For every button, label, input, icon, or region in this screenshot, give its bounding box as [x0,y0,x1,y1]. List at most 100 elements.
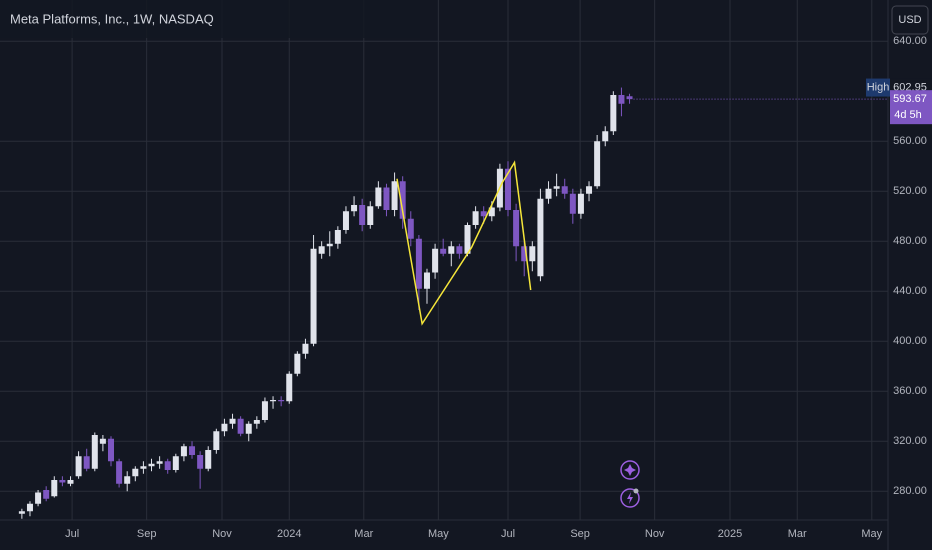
title-backdrop [0,0,420,38]
last-price: 593.67 [893,93,927,105]
candle-body [26,503,33,512]
x-tick-label: Sep [570,528,590,540]
x-tick-label: 2025 [718,528,742,540]
candle-body [561,186,568,194]
candle-body [610,95,617,132]
candle-body [180,446,187,457]
y-tick-label: 560.00 [893,135,927,147]
candle-body [35,492,42,504]
candle-body [245,423,252,434]
x-tick-label: Nov [645,528,665,540]
candle-body [521,246,528,262]
candle-body [586,186,593,194]
candle-body [537,198,544,277]
candle-body [545,188,552,199]
candle-body [140,466,147,469]
y-tick-label: 280.00 [893,485,927,497]
y-tick-label: 520.00 [893,185,927,197]
candle-body [505,168,512,210]
candle-body [456,246,463,254]
candle-body [59,480,66,483]
candle-body [302,343,309,354]
candle-body [326,243,333,247]
candle-body [529,246,536,262]
high-label: High [867,81,890,93]
candle-body [286,373,293,402]
candle-body [18,511,25,514]
high-label-box [866,78,890,97]
last-price-box [890,90,932,125]
y-tick-label: 440.00 [893,285,927,297]
candle-body [67,480,74,484]
chart-title: Meta Platforms, Inc., 1W, NASDAQ [10,11,214,26]
x-tick-label: Jul [65,528,79,540]
candle-body [569,193,576,214]
candle-body [448,246,455,254]
candle-body [594,141,601,187]
candles [18,87,633,519]
x-tick-label: Jul [501,528,515,540]
candle-body [75,456,82,477]
candle-body [334,230,341,244]
candle-body [359,205,366,225]
candle-body [351,205,358,212]
candle-body [432,248,439,273]
candle-body [197,455,204,469]
candle-body [221,423,228,432]
candle-body [294,353,301,374]
candle-body [261,401,268,420]
candle-body [43,490,50,499]
candle-body [375,187,382,207]
candle-body [278,400,285,402]
y-tick-label: 360.00 [893,385,927,397]
candle-body [229,418,236,424]
candle-body [164,461,171,470]
currency-button[interactable] [891,5,929,35]
candle-body [83,456,90,469]
candle-body [51,480,58,497]
candle-body [513,210,520,247]
candle-body [132,468,139,477]
candle-body [618,95,625,104]
candle-body [237,418,244,434]
candle-body [310,248,317,344]
x-tick-label: May [861,528,882,540]
candle-body [172,456,179,470]
pattern-drawing [396,160,532,326]
candle-body [91,435,98,469]
x-tick-label: 2024 [277,528,301,540]
candle-body [270,400,277,402]
candle-body [318,246,325,254]
candle-body [213,431,220,450]
candle-body [464,225,471,254]
candle-body [602,131,609,142]
x-tick-label: Mar [788,528,807,540]
candle-body [148,463,155,467]
y-tick-label: 320.00 [893,435,927,447]
currency: USD [898,14,921,26]
candle-body [399,181,406,219]
candle-body [383,187,390,210]
candle-body [156,461,163,464]
candle-body [423,272,430,289]
y-tick-label: 400.00 [893,335,927,347]
countdown: 4d 5h [894,109,922,121]
event-icon[interactable] [620,488,640,508]
candle-body [415,238,422,289]
candle-body [342,211,349,230]
x-tick-label: May [428,528,449,540]
x-tick-label: Nov [212,528,232,540]
candle-body [488,207,495,217]
candle-body [553,186,560,189]
candle-body [367,206,374,225]
candle-body [407,218,414,239]
y-tick-label: 480.00 [893,235,927,247]
x-tick-label: Mar [354,528,373,540]
candle-body [124,476,131,484]
alert-icon[interactable] [620,460,640,480]
candle-body [99,438,106,444]
candle-body [253,420,260,424]
candle-body [626,96,633,100]
